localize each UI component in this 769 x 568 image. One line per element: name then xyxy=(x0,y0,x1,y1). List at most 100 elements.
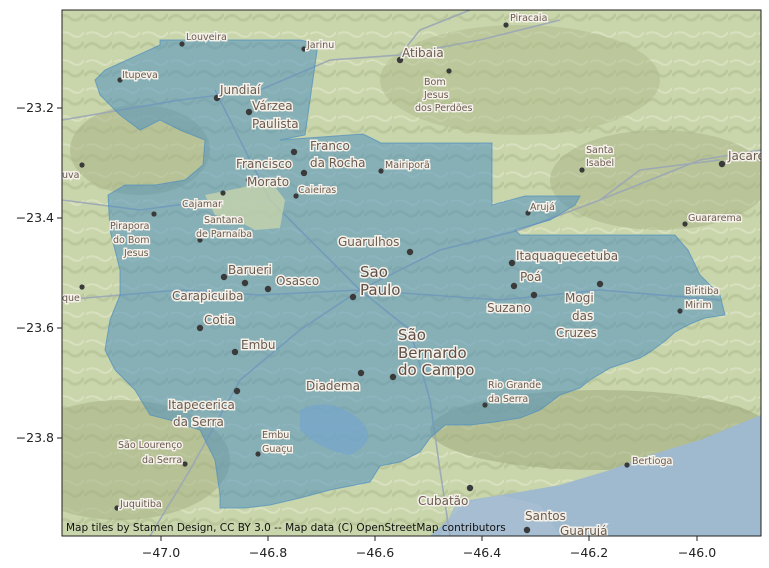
place-saolourenco2: da Serra xyxy=(141,454,188,468)
place-label: Mirim xyxy=(685,300,712,311)
place-label: dos Perdões xyxy=(415,103,472,114)
place-label: Itapecerica xyxy=(168,398,235,412)
place-caieiras: Caieiras xyxy=(293,184,338,199)
place-marker xyxy=(523,526,531,534)
place-marker xyxy=(220,273,228,281)
place-label: Rio Grande xyxy=(488,380,541,391)
place-marker xyxy=(114,505,120,511)
place-mogi2: das xyxy=(571,308,595,325)
place-label: da Rocha xyxy=(310,156,365,170)
place-label: Barueri xyxy=(228,263,272,277)
y-tick-label: −23.6 xyxy=(16,320,54,335)
place-santana2: de Parnaíba xyxy=(195,228,254,243)
place-pirapora1: Pirapora xyxy=(109,211,157,234)
place-label: Santana xyxy=(204,215,243,226)
place-marker xyxy=(290,148,298,156)
place-marker xyxy=(682,221,688,227)
place-saopaulo1: Sao xyxy=(359,262,390,283)
place-label: Cajamar xyxy=(182,199,222,210)
place-label: da Serra xyxy=(173,415,224,429)
place-saopaulo2: Paulo xyxy=(349,280,402,301)
place-label: Poá xyxy=(520,270,542,284)
relief-shade xyxy=(550,130,761,230)
x-axis: −47.0 −46.8 −46.6 −46.4 −46.2 −46.0 xyxy=(142,536,716,560)
place-itapecerica1: Itapecerica xyxy=(167,397,237,414)
place-bomjesus3: dos Perdões xyxy=(414,68,474,116)
place-label: Cotia xyxy=(204,313,235,327)
place-label: São Lourenço xyxy=(118,440,182,451)
place-varzea1: Várzea xyxy=(245,98,294,116)
place-label: Arujá xyxy=(530,202,555,213)
place-marker xyxy=(508,259,516,267)
place-label: Diadema xyxy=(306,379,360,393)
place-label: Guararema xyxy=(688,213,742,224)
place-pirapora3: Jesus xyxy=(122,247,151,261)
place-marker xyxy=(406,248,414,256)
place-label: Itupeva xyxy=(122,70,158,81)
place-marker xyxy=(241,279,249,287)
x-tick-label: −46.0 xyxy=(678,545,716,560)
place-mogi1: Mogi xyxy=(564,280,604,307)
place-santaisabel2: Isabel xyxy=(579,157,616,173)
place-label: Francisco xyxy=(236,157,292,171)
place-diadema: Diadema xyxy=(305,369,365,395)
place-label: Juquitiba xyxy=(119,499,162,510)
place-marker xyxy=(446,68,452,74)
place-cotia: Cotia xyxy=(196,312,237,332)
place-marker xyxy=(503,22,509,28)
place-marker xyxy=(389,373,397,381)
y-axis: −23.2 −23.4 −23.6 −23.8 xyxy=(16,100,62,445)
place-santos: Santos xyxy=(523,508,567,534)
place-marker xyxy=(378,168,384,174)
place-franco1: Franco xyxy=(290,138,351,156)
place-embuguacu1: Embu xyxy=(261,429,291,443)
place-label: do Campo xyxy=(398,361,474,379)
x-tick-label: −46.6 xyxy=(356,545,394,560)
place-label: Paulo xyxy=(360,281,400,299)
map-attribution: Map tiles by Stamen Design, CC BY 3.0 --… xyxy=(66,522,506,534)
place-marker xyxy=(245,176,253,184)
place-guarulhos: Guarulhos xyxy=(337,234,414,256)
place-label: Embu xyxy=(262,430,289,441)
place-label: Osasco xyxy=(276,274,319,288)
y-tick-label: −23.2 xyxy=(16,100,54,115)
place-label: Guaçu xyxy=(262,444,292,455)
axes-frame xyxy=(61,9,762,537)
place-marker xyxy=(677,308,683,314)
place-label: uva xyxy=(62,170,79,181)
place-marker xyxy=(349,293,357,301)
place-mairipora: Mairiporã xyxy=(378,159,431,174)
place-label: Caieiras xyxy=(298,185,336,196)
place-embuguacu2: Guaçu xyxy=(255,443,294,457)
place-cubatao: Cubatão xyxy=(417,484,474,510)
place-marker xyxy=(151,211,157,217)
relief-shade xyxy=(380,25,660,135)
place-label: Louveira xyxy=(186,32,227,43)
place-label: Santa xyxy=(586,145,613,156)
place-label: Suzano xyxy=(487,301,531,315)
place-louveira: Louveira xyxy=(179,31,228,47)
place-marker xyxy=(182,461,188,467)
place-label: da Serra xyxy=(142,455,182,466)
place-label: Jesus xyxy=(423,90,449,101)
place-label: Guarulhos xyxy=(338,235,399,249)
place-saolourenco1: São Lourenço xyxy=(117,439,184,453)
place-jundiai: Jundiaí xyxy=(213,82,263,102)
place-marker xyxy=(264,285,272,293)
place-label: Carapicuiba xyxy=(172,289,243,303)
place-bomjesus1: Bom xyxy=(423,76,448,90)
x-tick-label: −46.4 xyxy=(463,545,501,560)
place-label: Piracaia xyxy=(510,13,547,24)
place-label: Várzea xyxy=(252,99,293,113)
place-labels: Louveira Jarinu Piracaia Atibaia Itupeva Jund… xyxy=(62,12,761,537)
place-poa: Poá xyxy=(510,269,543,290)
estuary xyxy=(440,495,560,536)
place-label: Atibaia xyxy=(402,46,444,60)
place-label: Mogi xyxy=(565,291,594,305)
place-label: Franco xyxy=(310,139,350,153)
place-marker xyxy=(79,284,85,290)
place-pirapora2: do Bom xyxy=(112,234,151,248)
place-sbc1: São xyxy=(397,325,428,346)
place-bertioga: Bertioga xyxy=(624,455,674,469)
